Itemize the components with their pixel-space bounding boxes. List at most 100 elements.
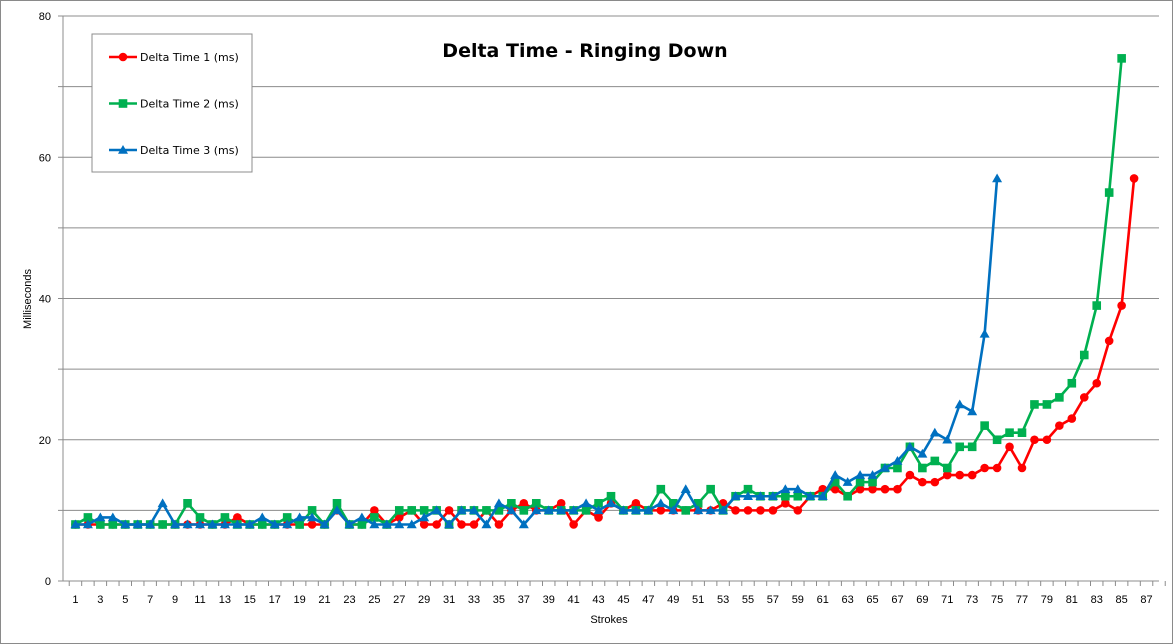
series-1-point	[1079, 393, 1089, 402]
series-3-point	[257, 512, 268, 522]
series-1-point	[868, 484, 877, 494]
legend-entry-label: Delta Time 1 (ms)	[140, 51, 239, 64]
series-3-point	[755, 491, 766, 500]
x-tick-label: 41	[568, 594, 580, 606]
series-1-point	[556, 499, 566, 508]
series-2-point	[394, 506, 404, 515]
x-tick-label: 79	[1041, 594, 1053, 606]
series-3-point	[518, 519, 529, 529]
series-3-point	[655, 498, 666, 508]
series-2-point	[1030, 400, 1039, 409]
series-2-point	[257, 520, 267, 529]
series-3-point	[307, 512, 318, 522]
series-1-point	[855, 484, 865, 494]
series-3-point	[182, 519, 193, 529]
series-3-point	[967, 406, 978, 416]
legend: Delta Time 1 (ms) Delta Time 2 (ms) Delta …	[91, 33, 253, 173]
series-1-point	[394, 513, 404, 522]
series-1-point	[980, 463, 989, 473]
series-3-point	[643, 505, 654, 515]
series-3-point	[942, 434, 953, 444]
series-1-point	[419, 520, 429, 529]
series-1-point	[905, 470, 915, 480]
series-1-point	[893, 484, 902, 494]
series-1	[71, 174, 1139, 529]
series-3-point	[132, 519, 143, 529]
series-1-point	[1092, 378, 1102, 388]
series-3-point	[892, 455, 903, 465]
series-1-point	[1017, 463, 1027, 473]
series-2-point	[307, 506, 317, 515]
series-1-point	[233, 513, 242, 522]
series-2-point	[83, 513, 93, 522]
series-3-point	[780, 484, 791, 493]
series-2-point	[955, 442, 965, 452]
x-tick-label: 73	[966, 594, 978, 606]
series-3-point	[767, 491, 778, 500]
series-3-point	[680, 484, 691, 493]
series-3-point	[381, 519, 392, 529]
series-2-point	[681, 506, 691, 515]
series-3-point	[618, 505, 629, 515]
series-3-point	[954, 399, 965, 409]
series-3-point	[531, 505, 542, 515]
series-3-point	[319, 519, 330, 529]
series-3-point	[269, 519, 280, 529]
series-1-point	[781, 499, 790, 508]
series-3-point	[842, 477, 853, 486]
series-2-point	[992, 435, 1002, 445]
series-3-point	[730, 491, 741, 500]
x-tick-label: 1	[72, 594, 78, 606]
series-3-point	[718, 505, 729, 515]
x-tick-label: 39	[543, 594, 555, 606]
series-1-point	[830, 484, 840, 494]
series-1-point	[756, 506, 765, 515]
series-3-point	[344, 519, 355, 529]
legend-entry-label: Delta Time 2 (ms)	[140, 98, 239, 111]
series-2-point	[507, 499, 516, 508]
series-3-point	[556, 505, 567, 515]
series-3-point	[705, 505, 716, 515]
series-1-point	[743, 506, 753, 515]
series-2-point	[855, 477, 865, 487]
series-3-point	[855, 470, 866, 479]
series-1-point	[569, 520, 578, 529]
series-2-point	[531, 499, 541, 508]
series-2-point	[195, 513, 205, 522]
series-3-point	[207, 519, 218, 529]
x-tick-label: 77	[1016, 594, 1028, 606]
y-tick-label: 20	[39, 435, 51, 447]
x-tick-label: 9	[172, 594, 178, 606]
series-1-point	[1104, 336, 1114, 346]
x-tick-label: 83	[1091, 594, 1103, 606]
series-1-point	[1067, 414, 1077, 423]
series-2-point	[108, 520, 118, 529]
series-2-point	[407, 506, 417, 515]
series-layer	[70, 54, 1139, 529]
series-2-point	[656, 484, 666, 494]
x-tick-label: 85	[1116, 594, 1128, 606]
series-3-point	[493, 498, 504, 508]
series-1-point	[793, 506, 803, 515]
series-3-point	[394, 519, 405, 529]
series-3-point	[880, 463, 890, 472]
series-1-point	[930, 477, 940, 487]
series-3-point	[456, 505, 467, 515]
series-1-point	[1042, 435, 1052, 445]
series-1-point	[1129, 174, 1139, 183]
series-2-point	[370, 513, 379, 522]
series-1-point	[469, 520, 479, 529]
series-3-point	[593, 505, 604, 515]
series-2-point	[1005, 428, 1014, 437]
series-2-point	[158, 520, 167, 529]
series-2-point	[482, 506, 491, 515]
series-3-point	[904, 441, 915, 451]
series-3-point	[369, 519, 380, 529]
series-2-point	[1067, 378, 1077, 388]
x-axis-title: Strokes	[590, 614, 628, 626]
series-3-point	[992, 173, 1003, 183]
y-tick-label: 40	[39, 294, 51, 306]
series-3-point	[917, 448, 928, 458]
series-3-point	[294, 512, 305, 522]
